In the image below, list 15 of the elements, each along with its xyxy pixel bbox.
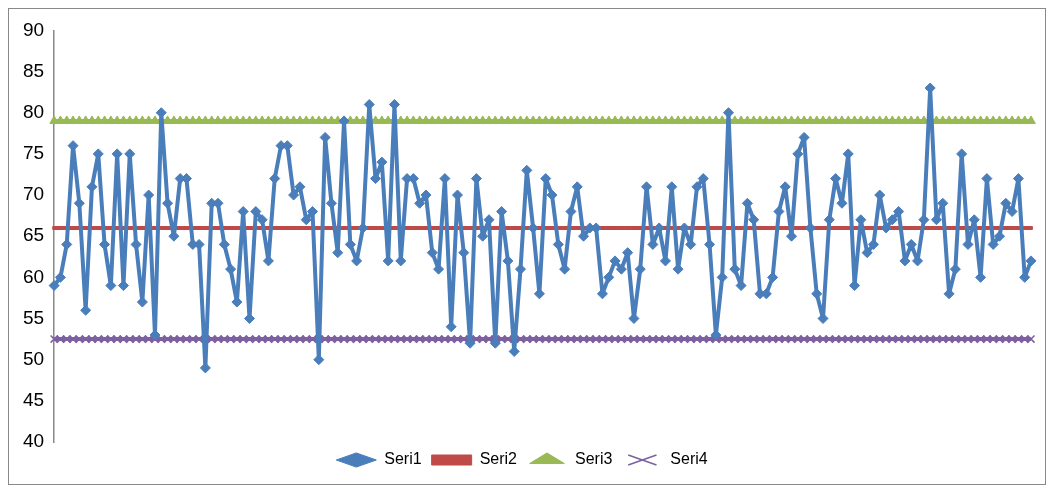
y-tick-label: 60 [22,265,45,287]
legend-label: Seri2 [479,450,518,468]
y-tick-label: 85 [22,59,45,81]
legend-label: Seri1 [384,450,422,468]
y-tick-label: 65 [22,224,45,246]
y-tick-label: 50 [22,347,45,369]
legend-label: Seri3 [575,450,613,468]
y-tick-label: 70 [22,183,45,205]
y-tick-label: 40 [22,430,45,452]
y-tick-label: 55 [22,306,45,328]
y-tick-label: 45 [22,389,45,411]
y-tick-label: 80 [22,100,45,122]
legend-label: Seri4 [670,450,708,468]
y-tick-label: 90 [22,18,45,40]
y-tick-label: 75 [22,142,45,164]
